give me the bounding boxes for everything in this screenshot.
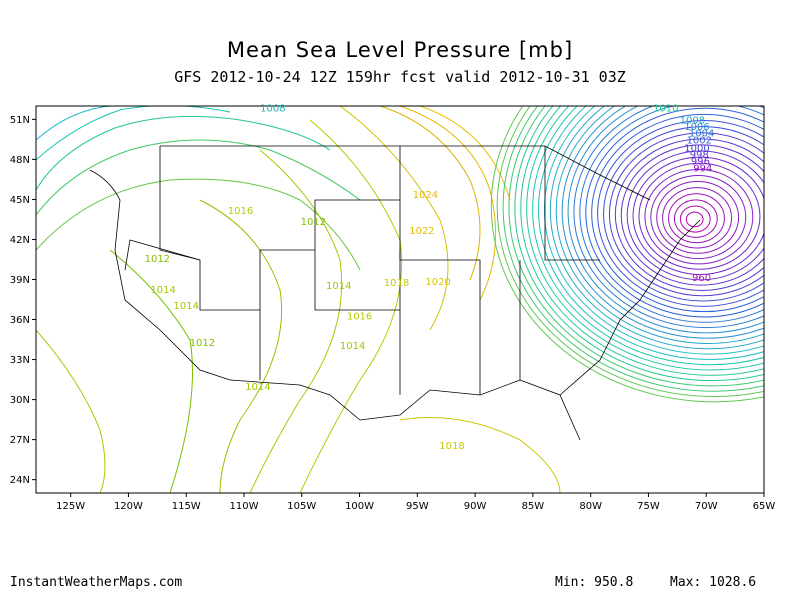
contour-label: 1014 — [245, 382, 270, 393]
contour-labels: 1008 101010081006100410021000998996994960… — [145, 103, 715, 452]
lat-tick-label: 24N — [10, 475, 30, 486]
cyclone-isobar — [685, 211, 704, 228]
cyclone-isobar — [614, 138, 764, 291]
cyclone-isobar — [679, 205, 711, 233]
cyclone-isobar — [632, 156, 764, 276]
cyclone-isobar — [579, 106, 764, 323]
cyclone-isobar — [496, 106, 764, 397]
cyclone-isobar — [555, 106, 764, 344]
cyclone-isobar — [656, 181, 740, 254]
contour-label: 1006 — [684, 122, 709, 133]
lon-tick-label: 100W — [345, 501, 374, 512]
lon-tick-label: 65W — [753, 501, 776, 512]
lat-tick-label: 27N — [10, 435, 30, 446]
cyclone-isobar — [591, 113, 764, 313]
contour-label: 1020 — [425, 277, 450, 288]
cyclone-isobar — [573, 106, 764, 329]
contour-label: 996 — [691, 157, 710, 168]
cyclone-isobar — [626, 150, 764, 281]
contour-label: 1010 — [653, 103, 678, 114]
contour-label: 960 — [692, 273, 711, 284]
map-subtitle: GFS 2012-10-24 12Z 159hr fcst valid 2012… — [174, 68, 626, 86]
lon-tick-label: 115W — [172, 501, 201, 512]
cyclone-isobar — [508, 106, 764, 387]
contour-label: 1008 — [260, 103, 285, 114]
cyclone-isobar — [644, 168, 754, 265]
lat-tick-label: 48N — [10, 155, 30, 166]
contour-label: 1012 — [190, 338, 215, 349]
cyclone-isobar — [502, 106, 764, 392]
lat-tick-label: 51N — [10, 115, 30, 126]
cyclone-isobar — [567, 106, 764, 334]
lat-tick-label: 33N — [10, 355, 30, 366]
cyclone-isobar — [526, 106, 764, 371]
contour-label: 1008 — [680, 115, 705, 126]
contour-label: 1018 — [384, 278, 409, 289]
cyclone-isobar — [673, 199, 718, 238]
contour-label: 1016 — [228, 206, 253, 217]
contour-label: 1004 — [689, 129, 714, 140]
cyclone-isobar — [650, 174, 747, 260]
latitude-axis: 51N 48N 45N 42N 39N 36N 33N 30N 27N 24N — [10, 115, 36, 486]
lon-tick-label: 85W — [522, 501, 545, 512]
contour-label: 998 — [690, 150, 709, 161]
cyclone-isobar — [543, 106, 764, 355]
contour-label: 1022 — [409, 226, 434, 237]
cyclone-isobar — [608, 132, 764, 297]
cyclone-isobar — [490, 106, 764, 403]
cyclone-isobar — [561, 106, 764, 339]
max-pressure: Max: 1028.6 — [670, 575, 757, 590]
cyclone-isobar — [514, 106, 764, 382]
lon-tick-label: 95W — [406, 501, 429, 512]
lon-tick-label: 70W — [695, 501, 718, 512]
lon-tick-label: 125W — [56, 501, 85, 512]
contour-label: 1016 — [347, 312, 372, 323]
cyclone-isobar — [668, 193, 725, 244]
cyclone-isobar — [585, 107, 764, 318]
map-frame — [35, 105, 765, 494]
longitude-axis: 125W 120W 115W 110W 105W 100W 95W 90W 85W 80W 75W 7… — [56, 493, 775, 512]
lat-tick-label: 30N — [10, 395, 30, 406]
contour-label: 1000 — [684, 143, 709, 154]
contour-label: 1014 — [150, 285, 175, 296]
lon-tick-label: 80W — [579, 501, 602, 512]
lon-tick-label: 110W — [230, 501, 259, 512]
cyclone-isobar — [603, 126, 764, 302]
cyclone-isobar — [520, 106, 764, 376]
boundaries — [36, 107, 701, 493]
contour-label: 1012 — [301, 217, 326, 228]
map-title: Mean Sea Level Pressure [mb] — [226, 38, 574, 62]
cyclone-isobar — [620, 144, 764, 286]
cyclone-isobar — [549, 106, 764, 350]
contour-label: 994 — [693, 163, 712, 174]
contour-label: 1018 — [439, 441, 464, 452]
site-credit: InstantWeatherMaps.com — [10, 575, 183, 590]
cyclone-isobar — [532, 106, 764, 366]
lat-tick-label: 42N — [10, 235, 30, 246]
contour-label: 1014 — [326, 281, 351, 292]
lat-tick-label: 36N — [10, 315, 30, 326]
cyclone-isobar — [597, 120, 764, 307]
contour-label: 1014 — [173, 301, 198, 312]
contour-lines — [36, 106, 764, 493]
cyclone-isobar — [662, 187, 733, 249]
contour-label: 1012 — [145, 254, 170, 265]
contour-label: 1014 — [340, 341, 365, 352]
lat-tick-label: 39N — [10, 275, 30, 286]
contour-label: 1024 — [413, 190, 438, 201]
lat-tick-label: 45N — [10, 195, 30, 206]
cyclone-isobar — [638, 162, 761, 270]
lon-tick-label: 105W — [287, 501, 316, 512]
lon-tick-label: 120W — [114, 501, 143, 512]
lon-tick-label: 90W — [464, 501, 487, 512]
lon-tick-label: 75W — [637, 501, 660, 512]
min-pressure: Min: 950.8 — [555, 575, 634, 590]
cyclone-isobar — [538, 106, 764, 360]
contour-label: 1002 — [687, 135, 712, 146]
